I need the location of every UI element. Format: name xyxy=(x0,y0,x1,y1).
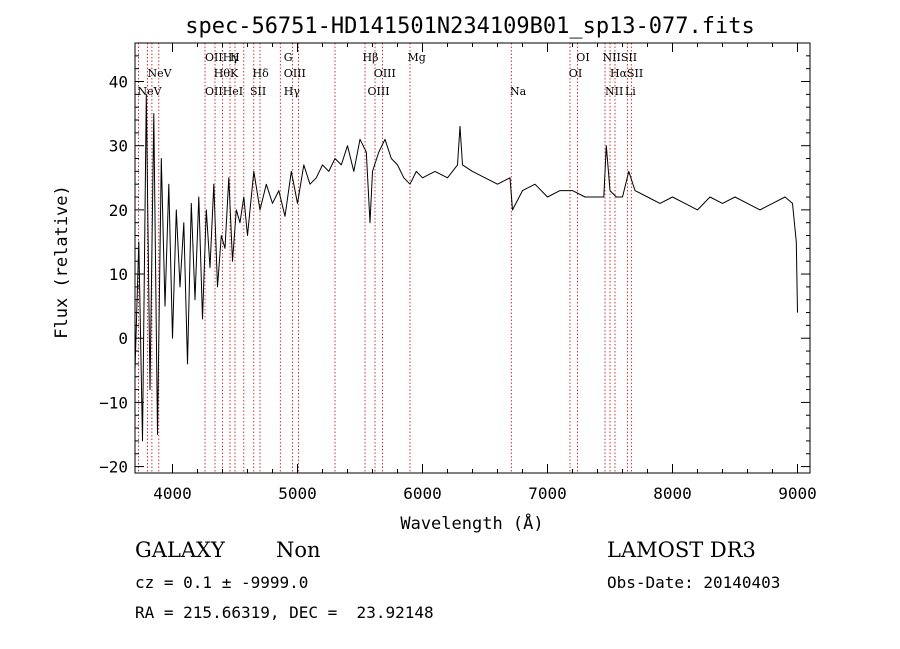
line-label: SII xyxy=(250,85,266,98)
y-tick-label: 40 xyxy=(109,73,128,92)
x-tick-label: 5000 xyxy=(278,484,317,503)
spectral-lines-layer xyxy=(137,43,632,473)
x-axis-label: Wavelength (Å) xyxy=(400,512,543,534)
x-tick-label: 6000 xyxy=(403,484,442,503)
redshift-cz: cz = 0.1 ± -9999.0 xyxy=(135,573,309,592)
plot-frame xyxy=(134,42,811,474)
x-tick-label: 7000 xyxy=(528,484,567,503)
line-label: H xyxy=(230,51,240,64)
y-tick-label: 30 xyxy=(109,137,128,156)
series-layer xyxy=(134,93,798,442)
x-tick-label: 9000 xyxy=(778,484,817,503)
line-label: HαSII xyxy=(610,67,643,80)
line-label: OIIHγ xyxy=(205,51,239,64)
object-class: GALAXY xyxy=(135,538,225,562)
object-subclass: Non xyxy=(276,538,321,562)
coordinates: RA = 215.66319, DEC = 23.92148 xyxy=(135,603,434,622)
chart-title: spec-56751-HD141501N234109B01_sp13-077.f… xyxy=(185,14,755,39)
line-label: OIII xyxy=(368,85,390,98)
line-label: OIII xyxy=(374,67,396,80)
line-label: Hθ xyxy=(214,67,231,80)
series-line-spectrum xyxy=(134,93,798,442)
line-label: G xyxy=(284,51,293,64)
line-label: Li xyxy=(625,85,636,98)
y-tick-label: −20 xyxy=(99,458,128,477)
line-label: K xyxy=(230,67,239,80)
line-label: NeV xyxy=(148,67,173,80)
observation-date: Obs-Date: 20140403 xyxy=(607,573,781,592)
y-tick-label: −10 xyxy=(99,393,128,412)
y-tick-label: 0 xyxy=(118,329,128,348)
survey-name: LAMOST DR3 xyxy=(607,538,756,562)
line-label: OI xyxy=(576,51,589,64)
line-label: OI xyxy=(569,67,582,80)
x-tick-label: 8000 xyxy=(653,484,692,503)
x-tick-label: 4000 xyxy=(153,484,192,503)
y-tick-label: 10 xyxy=(109,265,128,284)
axes-layer: 4000 5000 6000 7000 8000 9000 −20 −10 0 10 20 30 40 xyxy=(99,43,817,503)
line-label: Hγ xyxy=(284,85,301,98)
y-tick-label: 20 xyxy=(109,201,128,220)
line-label: NII xyxy=(605,85,623,98)
line-label: NIISII xyxy=(603,51,638,64)
line-label: Mg xyxy=(408,51,426,64)
line-label: OIIHeI xyxy=(205,85,243,98)
line-label: Na xyxy=(510,85,527,98)
line-label: Hδ xyxy=(253,67,270,80)
y-axis-label: Flux (relative) xyxy=(52,185,72,339)
line-label: Hβ xyxy=(363,51,379,64)
line-label: OIII xyxy=(284,67,306,80)
line-label: NeV xyxy=(138,85,163,98)
